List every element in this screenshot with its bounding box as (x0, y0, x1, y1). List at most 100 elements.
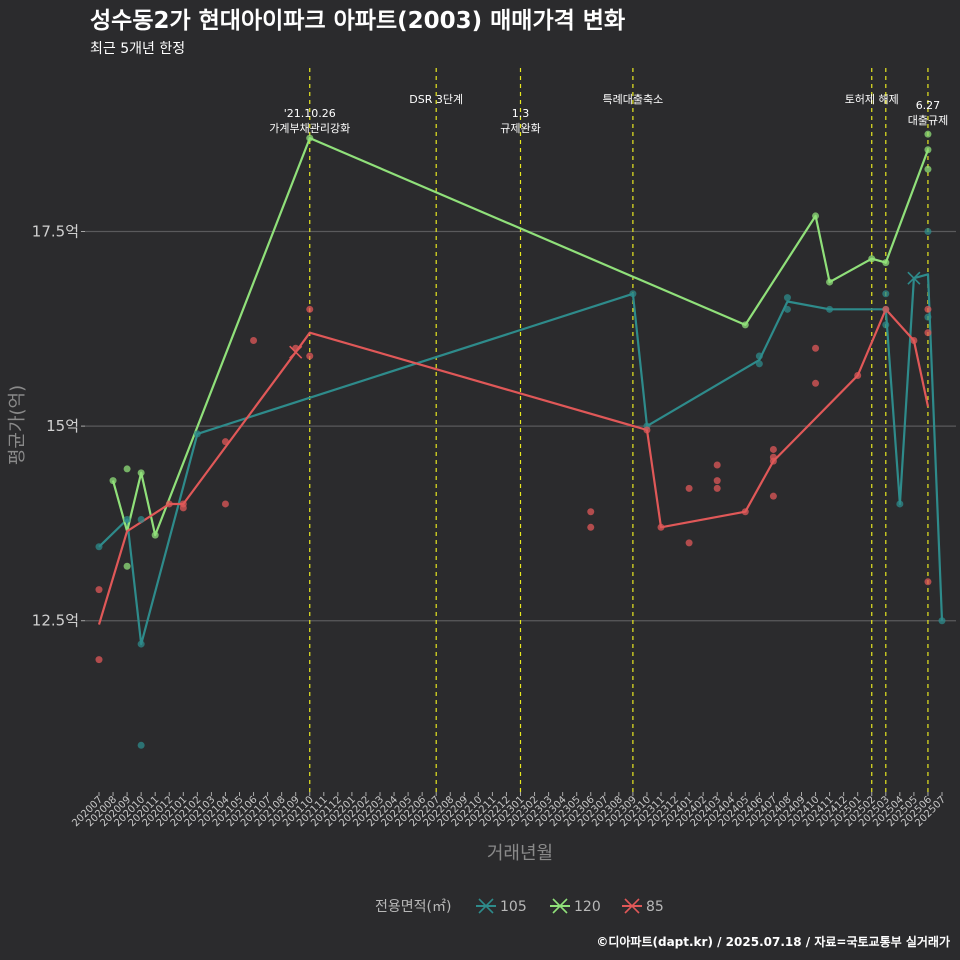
data-point-120 (306, 134, 314, 142)
data-point-85 (769, 492, 777, 500)
data-point-85 (179, 500, 187, 508)
y-axis-ticks: 12.5억 15억 17.5억 (32, 222, 85, 630)
data-point-85 (713, 484, 721, 492)
data-point-85 (643, 426, 651, 434)
legend-label-85: 85 (646, 899, 664, 915)
data-point-105 (882, 290, 890, 298)
chart-title: 성수동2가 현대아이파크 아파트(2003) 매매가격 변화 (90, 8, 625, 34)
data-point-85 (769, 457, 777, 465)
data-point-105 (137, 516, 145, 524)
data-point-85 (250, 336, 258, 344)
data-point-105 (193, 430, 201, 438)
event-label: 6.27 (916, 99, 941, 112)
data-point-85 (854, 372, 862, 380)
data-point-120 (868, 255, 876, 263)
event-lines (309, 68, 929, 792)
legend-label-120: 120 (574, 899, 601, 915)
data-point-85 (812, 344, 820, 352)
cross-stroke (289, 345, 303, 359)
data-point-120 (137, 469, 145, 477)
data-point-120 (123, 562, 131, 570)
data-point-85 (221, 438, 229, 446)
data-point-85 (95, 656, 103, 664)
legend-key-85 (622, 898, 642, 914)
data-point-105 (924, 313, 932, 321)
legend-cross (552, 898, 568, 914)
y-tick-label: 17.5억 (32, 222, 79, 240)
data-point-105 (783, 305, 791, 313)
data-point-85 (221, 500, 229, 508)
data-point-85 (924, 329, 932, 337)
data-point-105 (629, 290, 637, 298)
data-point-105 (137, 741, 145, 749)
data-point-85 (924, 305, 932, 313)
data-point-85 (741, 508, 749, 516)
data-point-120 (826, 278, 834, 286)
data-point-120 (123, 465, 131, 473)
event-label: 가계부채관리강화 (269, 122, 350, 135)
data-point-85 (769, 445, 777, 453)
data-point-120 (924, 130, 932, 138)
series-points (95, 130, 946, 749)
data-point-85 (910, 336, 918, 344)
data-point-85 (306, 305, 314, 313)
data-point-105 (123, 516, 131, 524)
data-point-85 (713, 477, 721, 485)
cross-marker-105 (907, 271, 921, 285)
event-annotations: '21.10.26 가계부채관리강화 DSR 3단계 1.3 규제완화 특례대출축소 토허제… (269, 92, 948, 135)
legend-label-105: 105 (500, 899, 527, 915)
y-tick-label: 12.5억 (32, 612, 79, 630)
data-point-105 (137, 640, 145, 648)
data-point-85 (587, 523, 595, 531)
data-point-85 (713, 461, 721, 469)
data-point-85 (587, 508, 595, 516)
series-line-85 (97, 308, 930, 625)
event-label: 규제완화 (500, 122, 540, 135)
data-point-105 (938, 617, 946, 625)
data-point-120 (151, 531, 159, 539)
event-label: DSR 3단계 (409, 93, 463, 106)
data-point-120 (109, 477, 117, 485)
event-label: 대출규제 (908, 114, 948, 127)
chart-subtitle: 최근 5개년 한정 (90, 41, 185, 57)
data-point-105 (896, 500, 904, 508)
data-point-120 (812, 212, 820, 220)
data-point-120 (741, 321, 749, 329)
data-point-85 (306, 352, 314, 360)
data-point-120 (924, 165, 932, 173)
data-point-85 (924, 578, 932, 586)
legend-key-120 (550, 898, 570, 914)
data-point-120 (882, 259, 890, 267)
legend-key-105 (476, 898, 496, 914)
data-point-85 (812, 379, 820, 387)
legend-cross (624, 898, 640, 914)
cross-marker-85 (289, 345, 303, 359)
data-point-105 (783, 294, 791, 302)
data-point-85 (685, 539, 693, 547)
legend-title: 전용면적(㎡) (375, 899, 451, 915)
event-label: 토허제 해제 (845, 92, 899, 106)
series-line-105 (98, 273, 944, 646)
event-label: '21.10.26 (284, 107, 336, 120)
x-axis-ticks: 2020072020082020092020102020112020122021… (70, 792, 948, 829)
data-point-85 (882, 305, 890, 313)
data-point-105 (924, 227, 932, 235)
y-axis-title: 평균가(억) (7, 385, 28, 465)
cross-stroke (907, 271, 921, 285)
data-point-105 (882, 321, 890, 329)
data-point-85 (165, 500, 173, 508)
event-label: 특례대출축소 (603, 93, 664, 106)
data-point-105 (755, 360, 763, 368)
data-point-85 (657, 523, 665, 531)
x-axis-title: 거래년월 (487, 843, 553, 864)
data-point-120 (924, 146, 932, 154)
y-tick-label: 15억 (46, 417, 79, 435)
data-point-85 (95, 586, 103, 594)
grid-lines (85, 230, 956, 622)
data-point-85 (685, 484, 693, 492)
data-point-105 (95, 543, 103, 551)
data-point-105 (826, 305, 834, 313)
legend: 전용면적(㎡) 105 120 85 (375, 898, 664, 915)
chart-caption: ©디아파트(dapt.kr) / 2025.07.18 / 자료=국토교통부 실… (596, 934, 950, 949)
